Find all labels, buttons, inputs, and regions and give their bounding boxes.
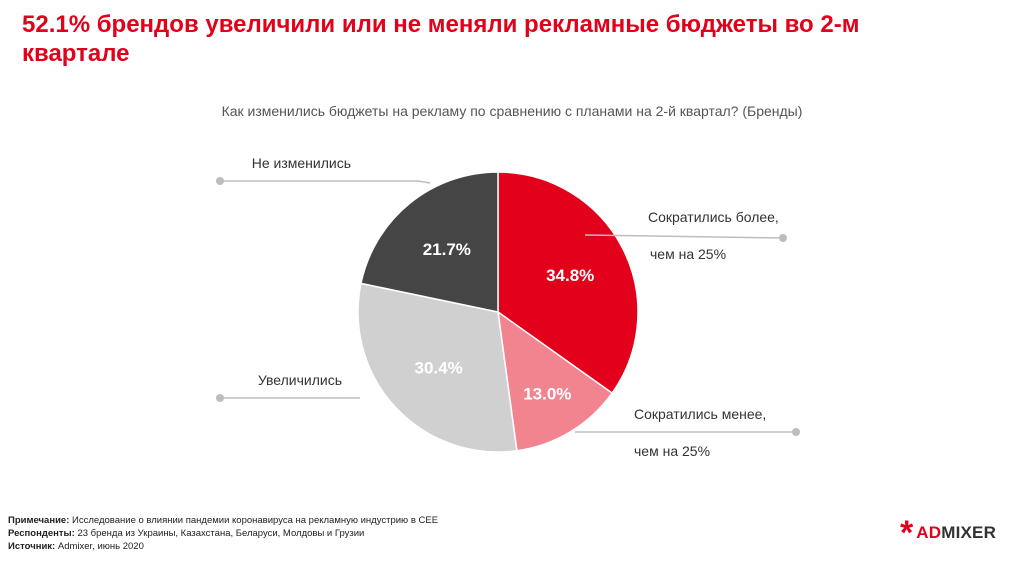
asterisk-icon: * [900, 514, 914, 552]
logo-wordmark: ADMIXER [916, 523, 997, 542]
slice-value-label: 30.4% [414, 358, 462, 377]
leader-dot [792, 428, 800, 436]
category-label: Увеличились [258, 372, 342, 388]
footnotes: Примечание: Исследование о влиянии панде… [8, 514, 438, 553]
leader-dot [216, 394, 224, 402]
slice-value-label: 34.8% [546, 266, 594, 285]
note-line: Примечание: Исследование о влиянии панде… [8, 515, 439, 526]
pie-slice [357, 282, 518, 453]
pie-slice [497, 310, 614, 452]
chart-title: Как изменились бюджеты на рекламу по сра… [221, 103, 803, 119]
leader-dot [216, 177, 224, 185]
admixer-logo: * ADMIXER [900, 514, 997, 552]
leader-line [220, 180, 431, 184]
page-title: 52.1% брендов увеличили или не меняли ре… [22, 11, 860, 67]
slice-value-label: 21.7% [423, 240, 471, 259]
leader-dot [779, 234, 787, 242]
category-label: Сократились менее, [634, 406, 766, 422]
leader-line [584, 234, 784, 239]
slice-value-label: 13.0% [523, 385, 571, 404]
source-line: Источник: Admixer, июнь 2020 [8, 541, 144, 552]
category-label: чем на 25% [650, 246, 726, 262]
pie-slice [497, 171, 639, 395]
category-label: Сократились более, [648, 209, 779, 225]
respondents-line: Респонденты: 23 бренда из Украины, Казах… [8, 528, 365, 539]
category-label: чем на 25% [634, 443, 710, 459]
pie-slice [360, 171, 499, 313]
category-label: Не изменились [252, 155, 351, 171]
